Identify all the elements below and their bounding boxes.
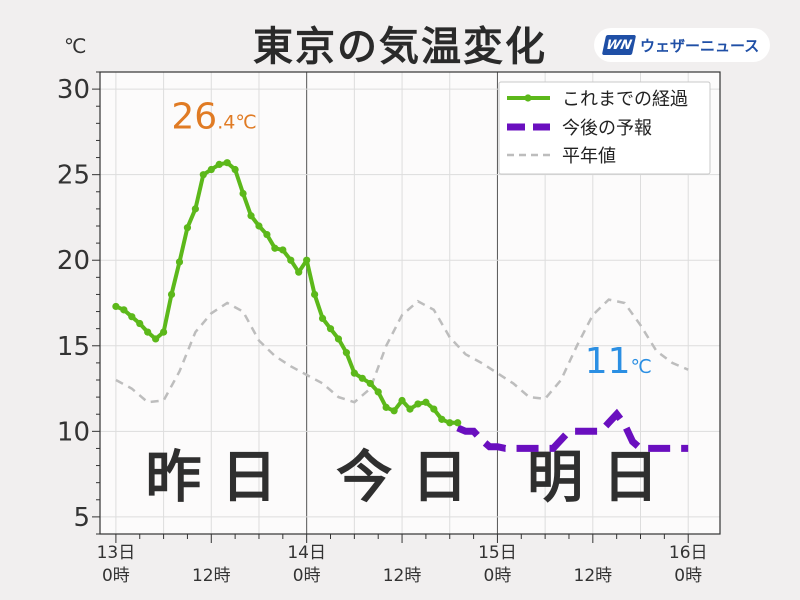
data-point-observed	[430, 405, 437, 412]
x-tick-label-time: 0時	[293, 566, 321, 586]
x-tick-label-time: 12時	[383, 566, 422, 586]
data-point-observed	[319, 315, 326, 322]
data-point-observed	[422, 399, 429, 406]
y-tick-label: 10	[57, 417, 90, 447]
day-label: 今 日	[336, 445, 468, 510]
data-point-observed	[208, 166, 215, 173]
data-point-observed	[184, 224, 191, 231]
data-point-observed	[255, 222, 262, 229]
x-tick-label-time: 12時	[192, 566, 231, 586]
y-tick-label: 20	[57, 246, 90, 276]
data-point-observed	[327, 325, 334, 332]
data-point-observed	[311, 291, 318, 298]
data-point-observed	[112, 303, 119, 310]
x-tick-label-time: 0時	[102, 566, 130, 586]
data-point-observed	[216, 161, 223, 168]
x-tick-label-time: 0時	[674, 566, 702, 586]
data-point-observed	[136, 320, 143, 327]
data-point-observed	[335, 335, 342, 342]
data-point-observed	[192, 205, 199, 212]
y-tick-label: 30	[57, 75, 90, 105]
data-point-observed	[351, 370, 358, 377]
data-point-observed	[375, 388, 382, 395]
y-tick-label: 5	[73, 503, 90, 533]
legend-label: 今後の予報	[562, 118, 652, 139]
data-point-observed	[200, 171, 207, 178]
data-point-observed	[359, 375, 366, 382]
data-point-observed	[160, 328, 167, 335]
data-point-observed	[438, 416, 445, 423]
data-point-observed	[232, 166, 239, 173]
day-label: 昨 日	[146, 445, 278, 510]
data-point-observed	[383, 404, 390, 411]
data-point-observed	[391, 407, 398, 414]
data-point-observed	[446, 419, 453, 426]
data-point-observed	[128, 313, 135, 320]
data-point-observed	[120, 306, 127, 313]
data-point-observed	[406, 405, 413, 412]
data-point-observed	[398, 397, 405, 404]
x-tick-label-day: 13日	[97, 543, 136, 563]
y-tick-label: 25	[57, 161, 90, 191]
x-tick-label-time: 0時	[484, 566, 512, 586]
data-point-observed	[239, 190, 246, 197]
data-point-observed	[152, 335, 159, 342]
data-point-observed	[247, 212, 254, 219]
x-tick-label-time: 12時	[574, 566, 613, 586]
legend-label: 平年値	[562, 146, 616, 167]
data-point-observed	[414, 400, 421, 407]
x-tick-label-day: 14日	[287, 543, 326, 563]
legend-swatch-marker	[524, 94, 531, 101]
data-point-observed	[263, 231, 270, 238]
data-point-observed	[295, 269, 302, 276]
data-point-observed	[168, 291, 175, 298]
data-point-observed	[271, 245, 278, 252]
data-point-observed	[176, 258, 183, 265]
legend-label: これまでの経過	[562, 89, 688, 110]
data-point-observed	[224, 159, 231, 166]
data-point-observed	[303, 257, 310, 264]
data-point-observed	[144, 328, 151, 335]
data-point-observed	[279, 246, 286, 253]
data-point-observed	[367, 380, 374, 387]
day-label: 明 日	[527, 445, 659, 510]
x-tick-label-day: 15日	[478, 543, 517, 563]
data-point-observed	[454, 419, 461, 426]
y-tick-label: 15	[57, 332, 90, 362]
data-point-observed	[287, 257, 294, 264]
x-tick-label-day: 16日	[669, 543, 708, 563]
data-point-observed	[343, 349, 350, 356]
